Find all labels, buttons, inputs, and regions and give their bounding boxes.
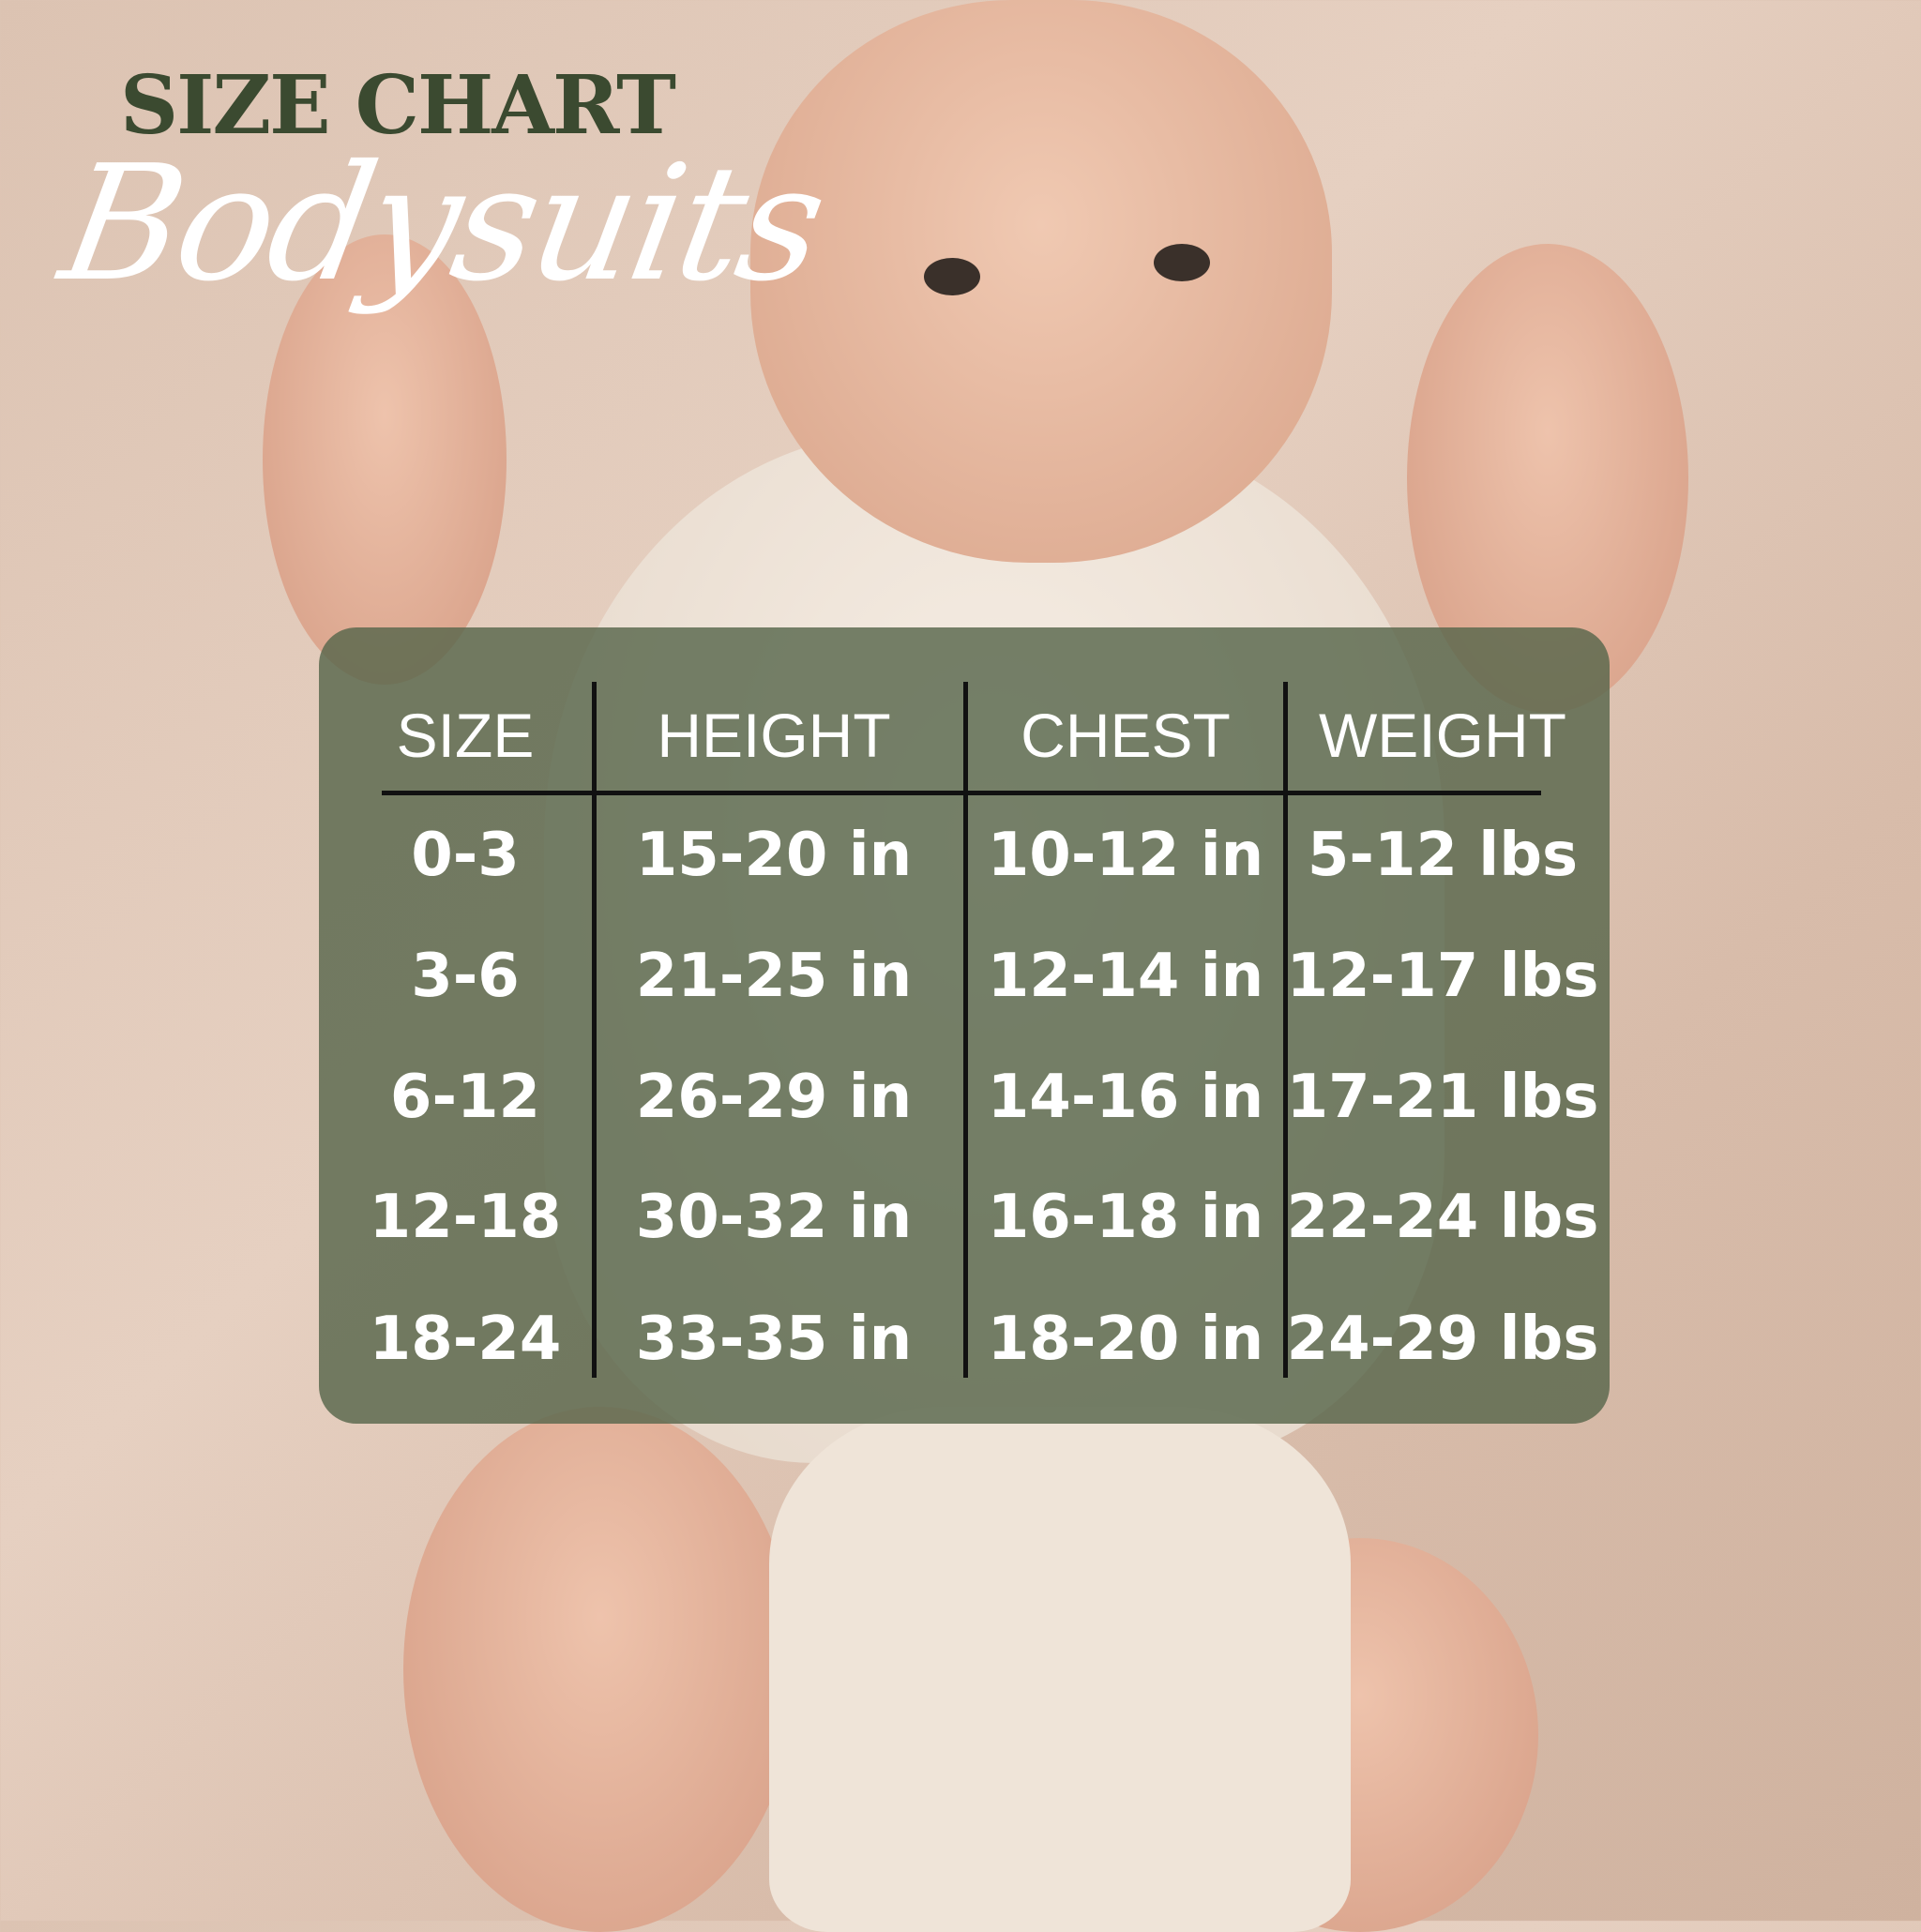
baby-eye — [924, 258, 980, 295]
baby-arm-left — [263, 234, 507, 685]
table-cell: 30-32 in — [635, 1183, 913, 1252]
table-cell: 12-17 lbs — [1286, 942, 1599, 1011]
column-header: SIZE — [396, 701, 535, 770]
table-cell: 26-29 in — [635, 1063, 913, 1132]
baby-leg-left — [403, 1407, 797, 1932]
baby-head — [750, 0, 1332, 563]
baby-eye — [1154, 244, 1210, 281]
table-cell: 6-12 — [389, 1063, 541, 1132]
table-cell: 22-24 lbs — [1286, 1183, 1599, 1252]
table-cell: 14-16 in — [987, 1063, 1264, 1132]
table-cell: 5-12 lbs — [1307, 821, 1579, 890]
column-divider — [1283, 682, 1288, 1378]
bodysuit-bottom — [769, 1407, 1351, 1932]
column-header: WEIGHT — [1319, 701, 1566, 770]
table-cell: 12-14 in — [987, 942, 1264, 1011]
column-header: HEIGHT — [657, 701, 891, 770]
column-header: CHEST — [1021, 701, 1231, 770]
table-cell: 21-25 in — [635, 942, 913, 1011]
table-cell: 16-18 in — [987, 1183, 1264, 1252]
table-cell: 15-20 in — [635, 821, 913, 890]
table-cell: 33-35 in — [635, 1305, 913, 1374]
table-cell: 0-3 — [411, 821, 520, 890]
page-subtitle: Bodysuits — [49, 131, 836, 317]
column-divider — [963, 682, 968, 1378]
header-divider — [382, 791, 1541, 795]
table-cell: 18-20 in — [987, 1305, 1264, 1374]
column-divider — [592, 682, 597, 1378]
table-cell: 17-21 lbs — [1286, 1063, 1599, 1132]
table-cell: 18-24 — [369, 1305, 562, 1374]
page-title: SIZE CHART — [120, 58, 676, 153]
table-cell: 24-29 lbs — [1286, 1305, 1599, 1374]
table-cell: 12-18 — [369, 1183, 562, 1252]
table-cell: 3-6 — [411, 942, 520, 1011]
table-cell: 10-12 in — [987, 821, 1264, 890]
